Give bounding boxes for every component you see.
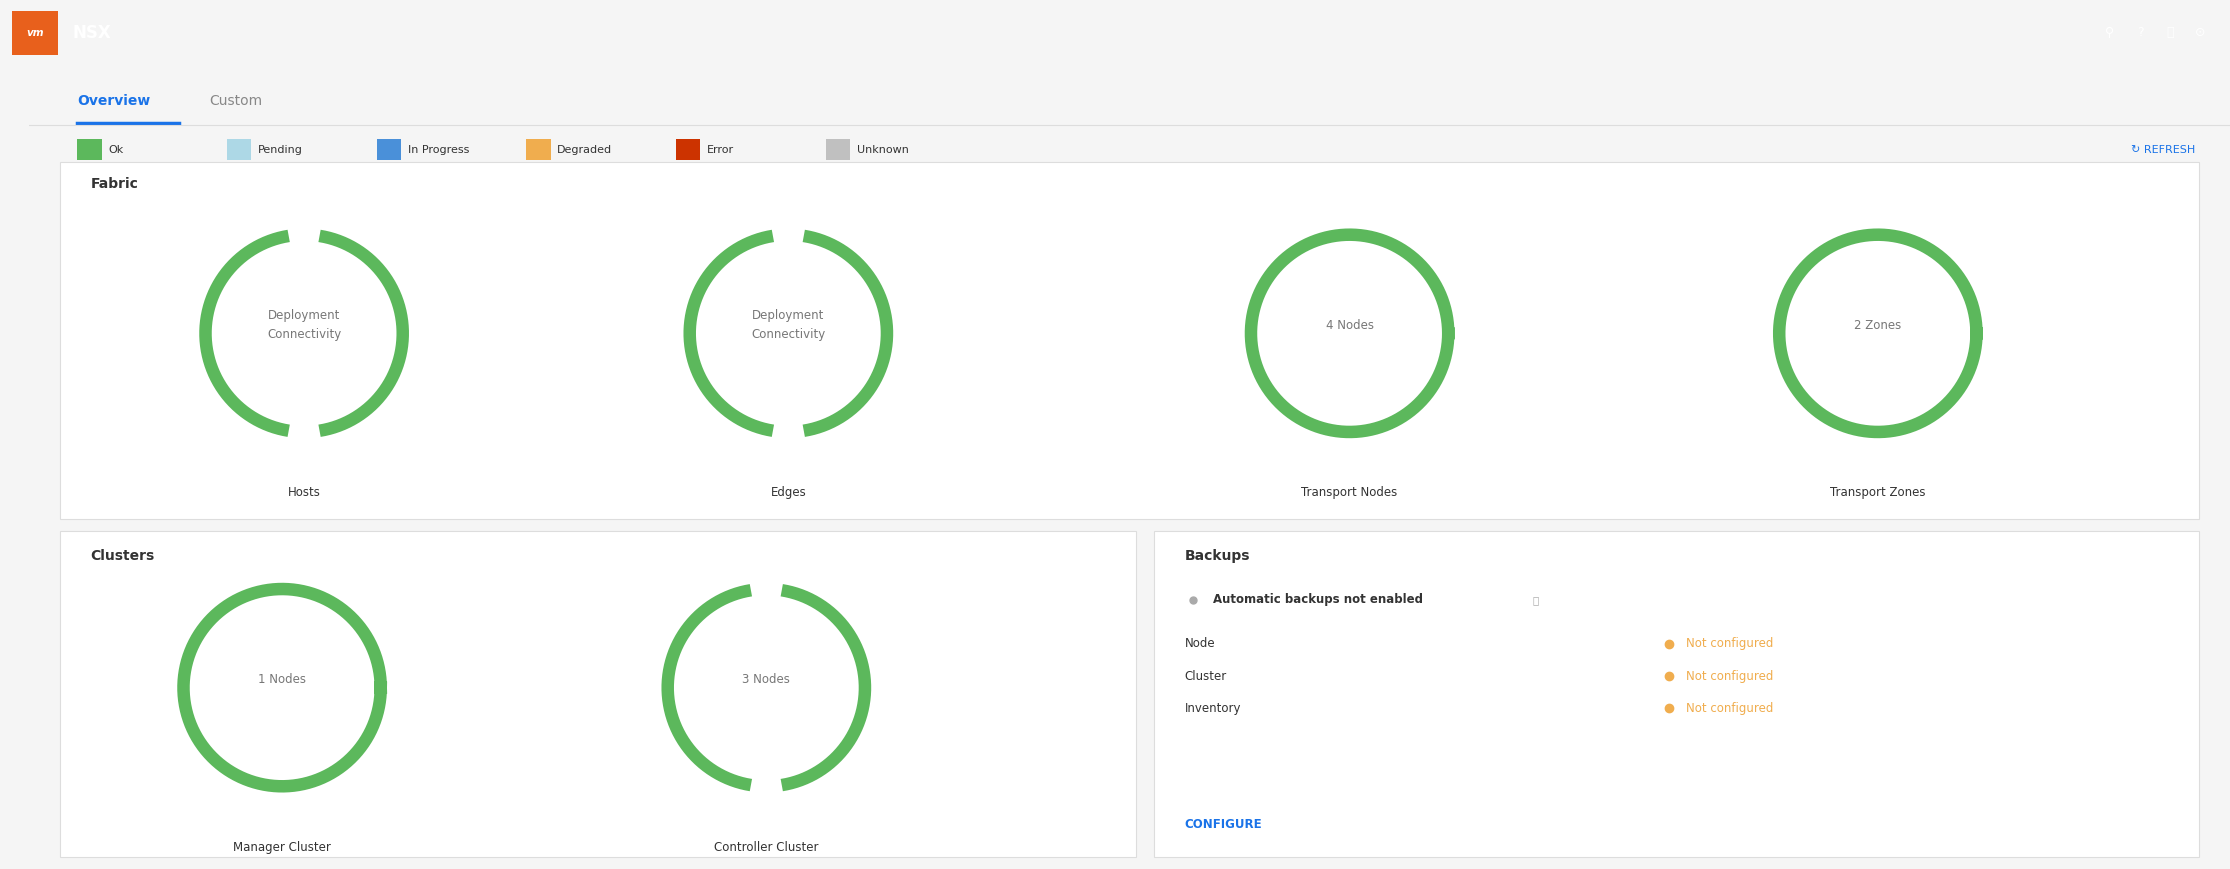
FancyBboxPatch shape bbox=[60, 162, 2199, 520]
Text: Not configured: Not configured bbox=[1686, 702, 1773, 714]
Text: Clusters: Clusters bbox=[91, 548, 154, 562]
Text: ⓘ: ⓘ bbox=[1532, 594, 1539, 605]
Text: Pending: Pending bbox=[259, 144, 303, 155]
Text: NSX: NSX bbox=[71, 23, 112, 42]
Text: Automatic backups not enabled: Automatic backups not enabled bbox=[1213, 594, 1423, 607]
Text: 3 Nodes: 3 Nodes bbox=[743, 673, 789, 687]
Text: Custom: Custom bbox=[210, 95, 263, 109]
Text: In Progress: In Progress bbox=[408, 144, 468, 155]
Text: ⚲: ⚲ bbox=[2105, 26, 2114, 39]
Text: Cluster: Cluster bbox=[1184, 670, 1227, 682]
Text: Not configured: Not configured bbox=[1686, 670, 1773, 682]
Text: Error: Error bbox=[707, 144, 734, 155]
FancyBboxPatch shape bbox=[11, 10, 58, 55]
Text: Hosts: Hosts bbox=[288, 487, 321, 499]
Text: Controller Cluster: Controller Cluster bbox=[714, 840, 818, 853]
Text: 🔔: 🔔 bbox=[2165, 26, 2174, 39]
Text: Ok: Ok bbox=[109, 144, 123, 155]
Text: Degraded: Degraded bbox=[558, 144, 613, 155]
Text: ↻ REFRESH: ↻ REFRESH bbox=[2130, 144, 2194, 155]
Text: 2 Zones: 2 Zones bbox=[1853, 319, 1902, 332]
Text: Transport Nodes: Transport Nodes bbox=[1302, 487, 1398, 499]
Text: Node: Node bbox=[1184, 638, 1215, 650]
Text: 1 Nodes: 1 Nodes bbox=[259, 673, 306, 687]
Text: ⊙: ⊙ bbox=[2194, 26, 2205, 39]
Text: ?: ? bbox=[2136, 26, 2143, 39]
Text: Deployment
Connectivity: Deployment Connectivity bbox=[752, 309, 825, 342]
Text: 4 Nodes: 4 Nodes bbox=[1325, 319, 1374, 332]
Text: Unknown: Unknown bbox=[856, 144, 908, 155]
FancyBboxPatch shape bbox=[60, 531, 1135, 857]
Text: Not configured: Not configured bbox=[1686, 638, 1773, 650]
FancyBboxPatch shape bbox=[676, 139, 700, 160]
FancyBboxPatch shape bbox=[227, 139, 252, 160]
Text: Backups: Backups bbox=[1184, 548, 1251, 562]
Text: Transport Zones: Transport Zones bbox=[1831, 487, 1924, 499]
FancyBboxPatch shape bbox=[825, 139, 850, 160]
FancyBboxPatch shape bbox=[526, 139, 551, 160]
FancyBboxPatch shape bbox=[78, 139, 103, 160]
FancyBboxPatch shape bbox=[1153, 531, 2199, 857]
Text: Deployment
Connectivity: Deployment Connectivity bbox=[268, 309, 341, 342]
Text: CONFIGURE: CONFIGURE bbox=[1184, 819, 1262, 832]
Text: Fabric: Fabric bbox=[91, 177, 138, 191]
Text: vm: vm bbox=[27, 28, 45, 37]
Text: Inventory: Inventory bbox=[1184, 702, 1242, 714]
Text: Overview: Overview bbox=[78, 95, 152, 109]
Text: Edges: Edges bbox=[769, 487, 807, 499]
Text: Manager Cluster: Manager Cluster bbox=[234, 840, 330, 853]
FancyBboxPatch shape bbox=[377, 139, 401, 160]
